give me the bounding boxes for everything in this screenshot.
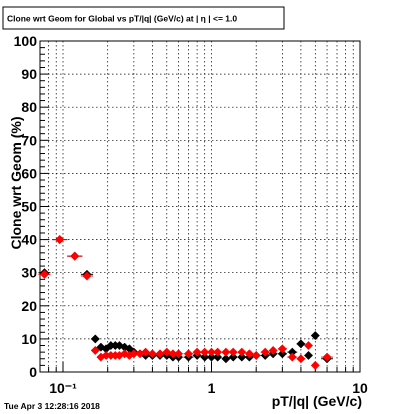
data-point xyxy=(268,345,278,356)
y-tick-label: 0 xyxy=(29,364,37,380)
y-tick-label: 10 xyxy=(21,331,37,347)
data-point xyxy=(228,352,238,362)
data-point xyxy=(174,349,184,359)
data-point xyxy=(90,345,100,356)
data-point xyxy=(251,350,261,361)
series-black xyxy=(38,235,333,364)
data-point xyxy=(70,251,80,261)
data-point xyxy=(39,269,50,279)
data-point xyxy=(296,354,306,364)
data-point xyxy=(310,331,320,341)
data-point xyxy=(277,344,287,354)
title-box xyxy=(2,6,285,30)
data-point xyxy=(244,349,254,359)
series-red xyxy=(38,235,333,370)
chart-title: Clone wrt Geom for Global vs pT/|q| (GeV… xyxy=(7,14,237,24)
data-points xyxy=(38,235,333,370)
data-point xyxy=(228,347,238,357)
y-tick-label: 50 xyxy=(21,199,37,215)
data-point xyxy=(221,354,231,364)
data-point xyxy=(287,352,297,362)
y-tick-label: 100 xyxy=(14,33,38,49)
x-axis-title: pT/|q| (GeV/c) xyxy=(272,393,362,409)
data-point xyxy=(303,350,314,361)
data-point xyxy=(114,340,125,351)
data-point xyxy=(129,349,139,359)
data-point xyxy=(237,352,247,362)
data-point xyxy=(213,352,223,362)
data-point xyxy=(96,342,106,352)
y-tick-label: 30 xyxy=(21,265,37,281)
data-point xyxy=(260,347,270,357)
y-tick-label: 90 xyxy=(21,66,37,82)
y-tick-label: 80 xyxy=(21,99,37,115)
grid xyxy=(40,41,360,372)
data-point xyxy=(90,334,100,344)
data-point xyxy=(322,352,332,362)
data-point xyxy=(303,340,314,351)
data-point xyxy=(82,271,92,281)
data-point xyxy=(296,339,306,349)
data-point xyxy=(277,349,287,359)
timestamp: Tue Apr 3 12:28:16 2018 xyxy=(4,401,100,411)
y-tick-label: 20 xyxy=(21,298,37,314)
data-point xyxy=(310,360,320,370)
y-tick-label: 70 xyxy=(21,132,37,148)
data-point xyxy=(213,347,223,357)
data-point xyxy=(141,347,151,357)
x-tick-label: 10 xyxy=(352,380,368,396)
y-axis-title: Clone wrt Geom (%) xyxy=(8,116,24,249)
data-point xyxy=(237,347,247,357)
data-point xyxy=(200,347,210,357)
data-point xyxy=(200,352,210,362)
data-point xyxy=(206,347,217,357)
data-point xyxy=(147,349,157,359)
data-point xyxy=(221,347,231,357)
data-point xyxy=(206,352,217,362)
x-tick-label: 10⁻¹ xyxy=(49,380,77,396)
data-point xyxy=(192,347,202,357)
y-tick-label: 60 xyxy=(21,165,37,181)
axis-ticks xyxy=(39,40,361,373)
y-tick-label: 40 xyxy=(21,232,37,248)
data-point xyxy=(183,349,194,359)
x-tick-label: 1 xyxy=(208,380,216,396)
data-point xyxy=(55,235,65,245)
